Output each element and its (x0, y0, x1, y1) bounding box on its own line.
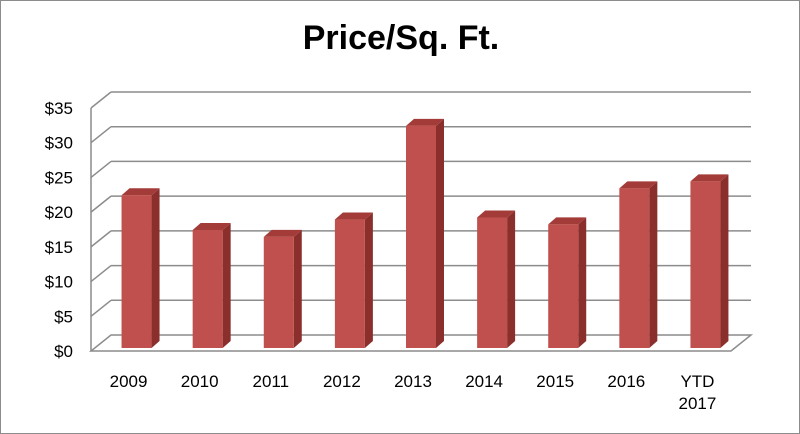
bar-top (477, 210, 516, 218)
bar (548, 224, 579, 348)
gridline-side (90, 230, 112, 248)
bar-side (436, 118, 444, 348)
x-tick-label: 2011 (252, 372, 289, 391)
x-tick-label: 2009 (110, 372, 148, 391)
bar (121, 195, 152, 348)
bar-side (364, 212, 373, 348)
bar (690, 181, 721, 348)
y-tick-label: $5 (54, 307, 73, 326)
gridline-side (90, 126, 112, 144)
bar (334, 219, 365, 348)
x-tick-label: 2013 (394, 372, 432, 391)
bar-side (293, 229, 302, 348)
x-tick-label: 2014 (465, 372, 503, 391)
bar (263, 236, 294, 348)
y-tick-label: $10 (45, 273, 73, 292)
y-tick-label: $0 (54, 342, 73, 361)
y-tick-label: $15 (45, 238, 73, 257)
bar-side (151, 188, 160, 348)
x-tick-label: 2010 (181, 372, 219, 391)
gridline-side (90, 299, 112, 317)
gridline-side (90, 91, 112, 109)
x-tick-label: 2015 (536, 372, 574, 391)
gridline-side (90, 160, 112, 179)
x-tick-label: 2012 (323, 372, 361, 391)
bar-side (507, 210, 516, 348)
x-tick-label: 2016 (607, 372, 645, 391)
bar-top (334, 212, 373, 220)
chart-title: Price/Sq. Ft. (302, 19, 500, 57)
bar-side (222, 222, 231, 348)
bar (192, 229, 223, 348)
bar-side (578, 217, 587, 348)
bar-top (263, 229, 302, 237)
bar-side (720, 174, 729, 348)
bar-top (548, 217, 587, 225)
y-tick-label: $35 (45, 99, 73, 118)
bar-top (619, 181, 658, 189)
y-tick-label: $20 (45, 203, 73, 222)
bar-top (406, 118, 444, 126)
y-tick-label: $25 (45, 168, 73, 187)
y-tick-label: $30 (45, 134, 73, 153)
bar-side (649, 181, 658, 348)
gridline-side (90, 264, 112, 283)
gridline-side (90, 195, 112, 213)
bar (619, 188, 650, 348)
bar-top (690, 174, 729, 182)
x-tick-label: YTD 2017 (679, 372, 717, 413)
bar-top (192, 222, 231, 230)
bar (477, 217, 508, 348)
bar (406, 125, 436, 348)
bar-top (121, 188, 160, 196)
